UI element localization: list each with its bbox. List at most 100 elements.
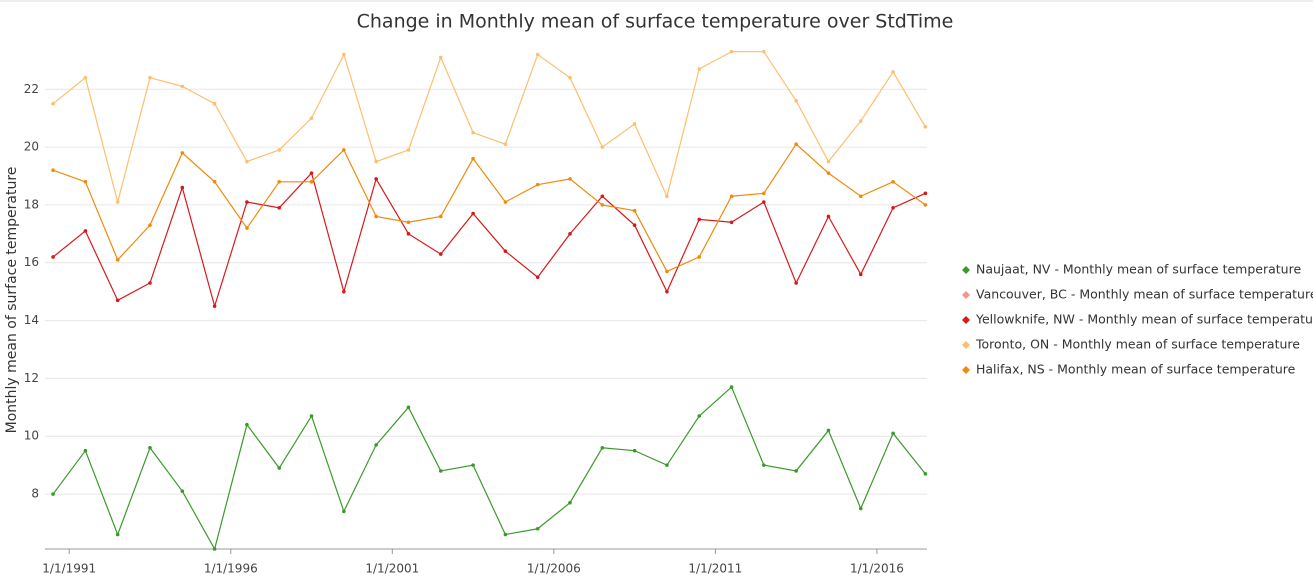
x-tick-label: 1/1/2011 xyxy=(688,562,742,576)
y-tick-label: 22 xyxy=(24,82,39,96)
data-point xyxy=(826,159,831,164)
data-point xyxy=(729,194,734,199)
data-point xyxy=(697,255,702,259)
data-point xyxy=(438,469,443,473)
x-tick-label: 1/1/1996 xyxy=(204,562,258,576)
data-point xyxy=(277,179,282,184)
data-point xyxy=(891,70,895,74)
data-point xyxy=(180,489,185,493)
data-point xyxy=(51,492,55,496)
y-tick-label: 14 xyxy=(24,313,39,327)
data-point xyxy=(568,75,572,80)
data-point xyxy=(342,52,346,57)
data-point xyxy=(51,101,55,106)
y-tick-label: 20 xyxy=(24,140,39,154)
data-point xyxy=(438,214,443,219)
data-point xyxy=(180,185,185,190)
legend-label: Naujaat, NV - Monthly mean of surface te… xyxy=(976,262,1301,277)
data-point xyxy=(762,49,766,54)
data-point xyxy=(697,414,702,418)
data-point xyxy=(632,223,637,227)
legend-label: Halifax, NS - Monthly mean of surface te… xyxy=(976,362,1296,377)
data-point xyxy=(374,159,378,164)
data-point xyxy=(180,151,185,155)
data-point xyxy=(212,179,217,184)
data-point xyxy=(891,206,895,210)
x-tick-label: 1/1/1991 xyxy=(42,562,96,576)
data-point xyxy=(665,194,669,199)
data-point xyxy=(858,194,863,199)
data-point xyxy=(309,116,314,120)
data-point xyxy=(374,214,378,219)
data-point xyxy=(632,448,637,453)
y-tick-label: 16 xyxy=(24,255,39,269)
data-point xyxy=(826,428,831,433)
data-point xyxy=(83,229,88,233)
data-point xyxy=(115,258,120,262)
data-point xyxy=(277,206,282,210)
data-point xyxy=(148,281,152,285)
data-point xyxy=(471,156,475,161)
data-point xyxy=(309,171,314,175)
data-point xyxy=(51,168,55,173)
data-point xyxy=(600,446,605,450)
legend-marker xyxy=(962,266,970,274)
data-point xyxy=(309,179,314,184)
data-point xyxy=(438,252,443,256)
data-point xyxy=(212,547,217,551)
data-point xyxy=(729,49,734,54)
series-line xyxy=(52,171,926,309)
data-point xyxy=(115,532,120,537)
legend-label: Toronto, ON - Monthly mean of surface te… xyxy=(975,337,1300,352)
data-point xyxy=(665,269,669,274)
x-tick-label: 1/1/2001 xyxy=(365,562,419,576)
series-line xyxy=(52,51,926,205)
data-point xyxy=(535,52,540,57)
data-point xyxy=(503,532,508,537)
data-point xyxy=(503,249,508,253)
data-point xyxy=(245,422,249,427)
data-point xyxy=(51,255,55,259)
data-point xyxy=(212,304,217,308)
data-point xyxy=(568,500,572,505)
data-point xyxy=(923,203,928,207)
data-point xyxy=(568,177,572,181)
data-point xyxy=(471,211,475,216)
data-point xyxy=(923,125,928,129)
data-point xyxy=(826,214,831,219)
data-point xyxy=(406,148,411,152)
data-point xyxy=(794,99,798,103)
data-point xyxy=(438,55,443,60)
series-line xyxy=(52,386,926,551)
data-point xyxy=(762,191,766,196)
data-point xyxy=(826,171,831,175)
data-point xyxy=(471,130,475,135)
data-point xyxy=(923,472,928,476)
data-point xyxy=(535,275,540,280)
data-point xyxy=(374,177,378,181)
data-point xyxy=(115,200,120,204)
data-point xyxy=(794,469,798,473)
data-point xyxy=(148,75,152,80)
data-point xyxy=(83,75,88,80)
data-point xyxy=(148,223,152,227)
legend-marker xyxy=(962,366,970,374)
data-point xyxy=(858,272,863,277)
data-point xyxy=(600,203,605,207)
data-point xyxy=(471,463,475,467)
data-point xyxy=(794,142,798,146)
data-point xyxy=(245,159,249,164)
data-point xyxy=(342,289,346,294)
x-tick-label: 1/1/2006 xyxy=(527,562,581,576)
chart-title: Change in Monthly mean of surface temper… xyxy=(357,11,954,33)
data-point xyxy=(245,200,249,204)
legend-label: Yellowknife, NW - Monthly mean of surfac… xyxy=(975,312,1313,327)
data-point xyxy=(600,145,605,149)
data-point xyxy=(632,122,637,126)
x-tick-label: 1/1/2016 xyxy=(850,562,904,576)
data-point xyxy=(600,194,605,199)
y-axis-label: Monthly mean of surface temperature xyxy=(4,167,20,434)
data-point xyxy=(406,405,411,410)
